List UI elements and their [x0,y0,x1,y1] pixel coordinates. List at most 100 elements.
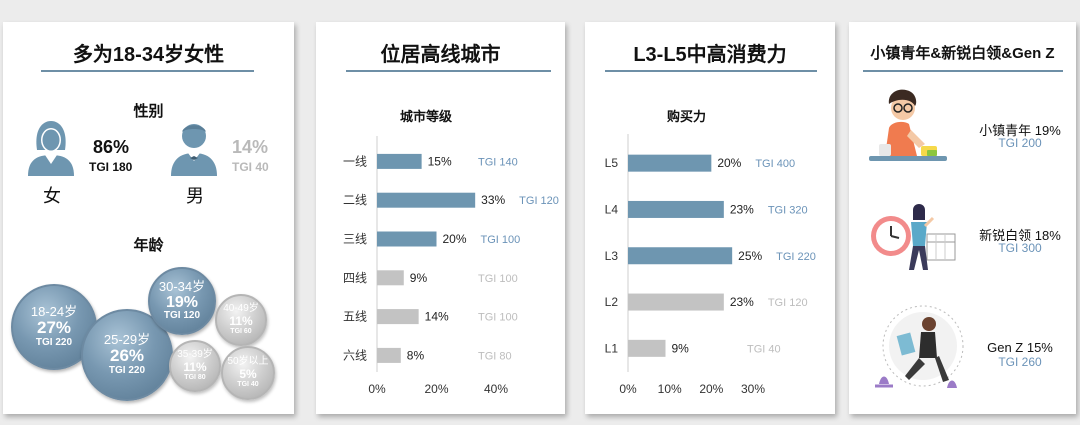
bar [377,231,437,247]
bar [377,309,419,325]
age-bubble-50-plus: 50岁以上 5% TGI 40 [221,346,275,400]
persona-label-gen-z: Gen Z 15% [987,340,1053,355]
value-label: 23% [730,295,754,309]
bar [628,154,712,172]
bar [628,247,733,265]
age-bubble-30-34: 30-34岁 19% TGI 120 [148,267,216,335]
title-divider [863,70,1063,72]
value-label: 20% [717,156,741,170]
tgi-label: TGI 80 [478,350,512,362]
x-tick-label: 0% [368,382,386,396]
male-label: 男 [186,186,204,206]
bubble-category: 35-39岁 [177,349,213,361]
title-divider [346,70,551,72]
male-tgi: TGI 40 [232,160,269,174]
male-person-icon [171,124,217,176]
value-label: 9% [672,341,690,355]
bubble-value: 5% [239,367,257,382]
bubble-value: 19% [165,293,199,311]
age-bubble-40-49: 40-49岁 11% TGI 60 [215,294,267,346]
bubble-category: 30-34岁 [158,278,206,294]
bar [377,192,476,208]
card-title: 小镇青年&新锐白领&Gen Z [870,45,1055,62]
tgi-label: TGI 100 [478,273,518,285]
gender-title: 性别 [133,103,164,120]
category-label: 二线 [343,193,367,207]
bubble-value: 11% [183,360,207,375]
bubble-tgi: TGI 220 [108,364,146,376]
tgi-label: TGI 220 [776,251,816,263]
bubble-category: 40-49岁 [223,303,259,315]
gen-z-reading-illustration [875,305,964,388]
bubble-category: 25-29岁 [103,332,151,348]
category-label: L4 [605,202,619,216]
value-label: 25% [738,249,762,263]
x-tick-label: 0% [619,382,637,396]
category-label: 六线 [343,348,367,362]
category-label: 一线 [343,154,367,168]
bubble-tgi: TGI 80 [184,374,206,382]
city-tier-bar-chart: 一线 15% TGI 140 二线 33% TGI 120 三线 20% TGI 100 四线 9%… [343,136,559,396]
persona-card: 小镇青年&新锐白领&Gen Z 小镇青年 19% TGI 200 新锐白领 18… [849,22,1076,414]
age-title: 年龄 [133,237,164,254]
female-label: 女 [43,186,61,206]
city-tier-card: 位居高线城市 城市等级 一线 15% TGI 140 二线 33% TGI 120 三线 20… [316,22,565,414]
title-divider [41,70,254,72]
female-tgi: TGI 180 [89,160,133,174]
tgi-label: TGI 120 [519,195,559,207]
category-label: L3 [605,249,619,263]
x-tick-label: 30% [741,382,765,396]
value-label: 15% [428,154,452,168]
persona-label-white-collar: 新锐白领 18% [979,228,1061,243]
chart-title: 城市等级 [400,109,453,124]
tgi-label: TGI 320 [768,204,808,216]
chart-title: 购买力 [667,109,707,124]
bubble-tgi: TGI 220 [35,336,73,348]
value-label: 33% [481,193,505,207]
tgi-label: TGI 100 [478,312,518,324]
bar [377,270,404,286]
value-label: 8% [407,348,425,362]
tgi-label: TGI 100 [481,234,521,246]
x-tick-label: 20% [424,382,448,396]
gender-age-card: 多为18-34岁女性 性别 86% TGI 180 女 14% TGI 40 男… [3,22,294,414]
tgi-label: TGI 400 [755,158,795,170]
value-label: 20% [443,232,467,246]
white-collar-clock-illustration [871,204,956,270]
category-label: L2 [605,295,619,309]
card-title: L3-L5中高消费力 [633,44,787,66]
bubble-tgi: TGI 120 [163,310,201,322]
persona-label-small-town: 小镇青年 19% [979,123,1061,138]
tgi-label: TGI 120 [768,297,808,309]
persona-tgi-small-town: TGI 200 [998,136,1042,150]
card-title: 多为18-34岁女性 [72,44,225,66]
bubble-tgi: TGI 40 [237,381,259,389]
purchasing-power-card: L3-L5中高消费力 购买力 L5 20% TGI 400 L4 23% TGI 320 L… [585,22,835,414]
card-title: 位居高线城市 [380,44,501,66]
tgi-label: TGI 40 [747,343,781,355]
bubble-value: 27% [36,318,72,338]
purchasing-power-bar-chart: L5 20% TGI 400 L4 23% TGI 320 L3 25% TGI 220 L2 23… [605,134,816,396]
male-percentage: 14% [232,137,269,157]
bar [628,293,724,311]
female-percentage: 86% [93,137,130,157]
value-label: 14% [425,310,449,324]
bar [628,200,724,218]
age-bubble-35-39: 35-39岁 11% TGI 80 [169,340,221,392]
bubble-category: 18-24岁 [30,304,78,320]
x-tick-label: 10% [658,382,682,396]
category-label: 四线 [343,271,367,285]
category-label: 五线 [343,310,367,324]
bubble-value: 26% [109,346,145,366]
bar [377,347,401,363]
bar [628,339,666,357]
category-label: L1 [605,341,619,355]
tgi-label: TGI 140 [478,156,518,168]
persona-tgi-white-collar: TGI 300 [998,241,1042,255]
bubble-value: 11% [229,314,253,329]
value-label: 23% [730,202,754,216]
category-label: L5 [605,156,619,170]
x-tick-label: 20% [699,382,723,396]
x-tick-label: 40% [484,382,508,396]
female-person-icon [28,121,74,176]
